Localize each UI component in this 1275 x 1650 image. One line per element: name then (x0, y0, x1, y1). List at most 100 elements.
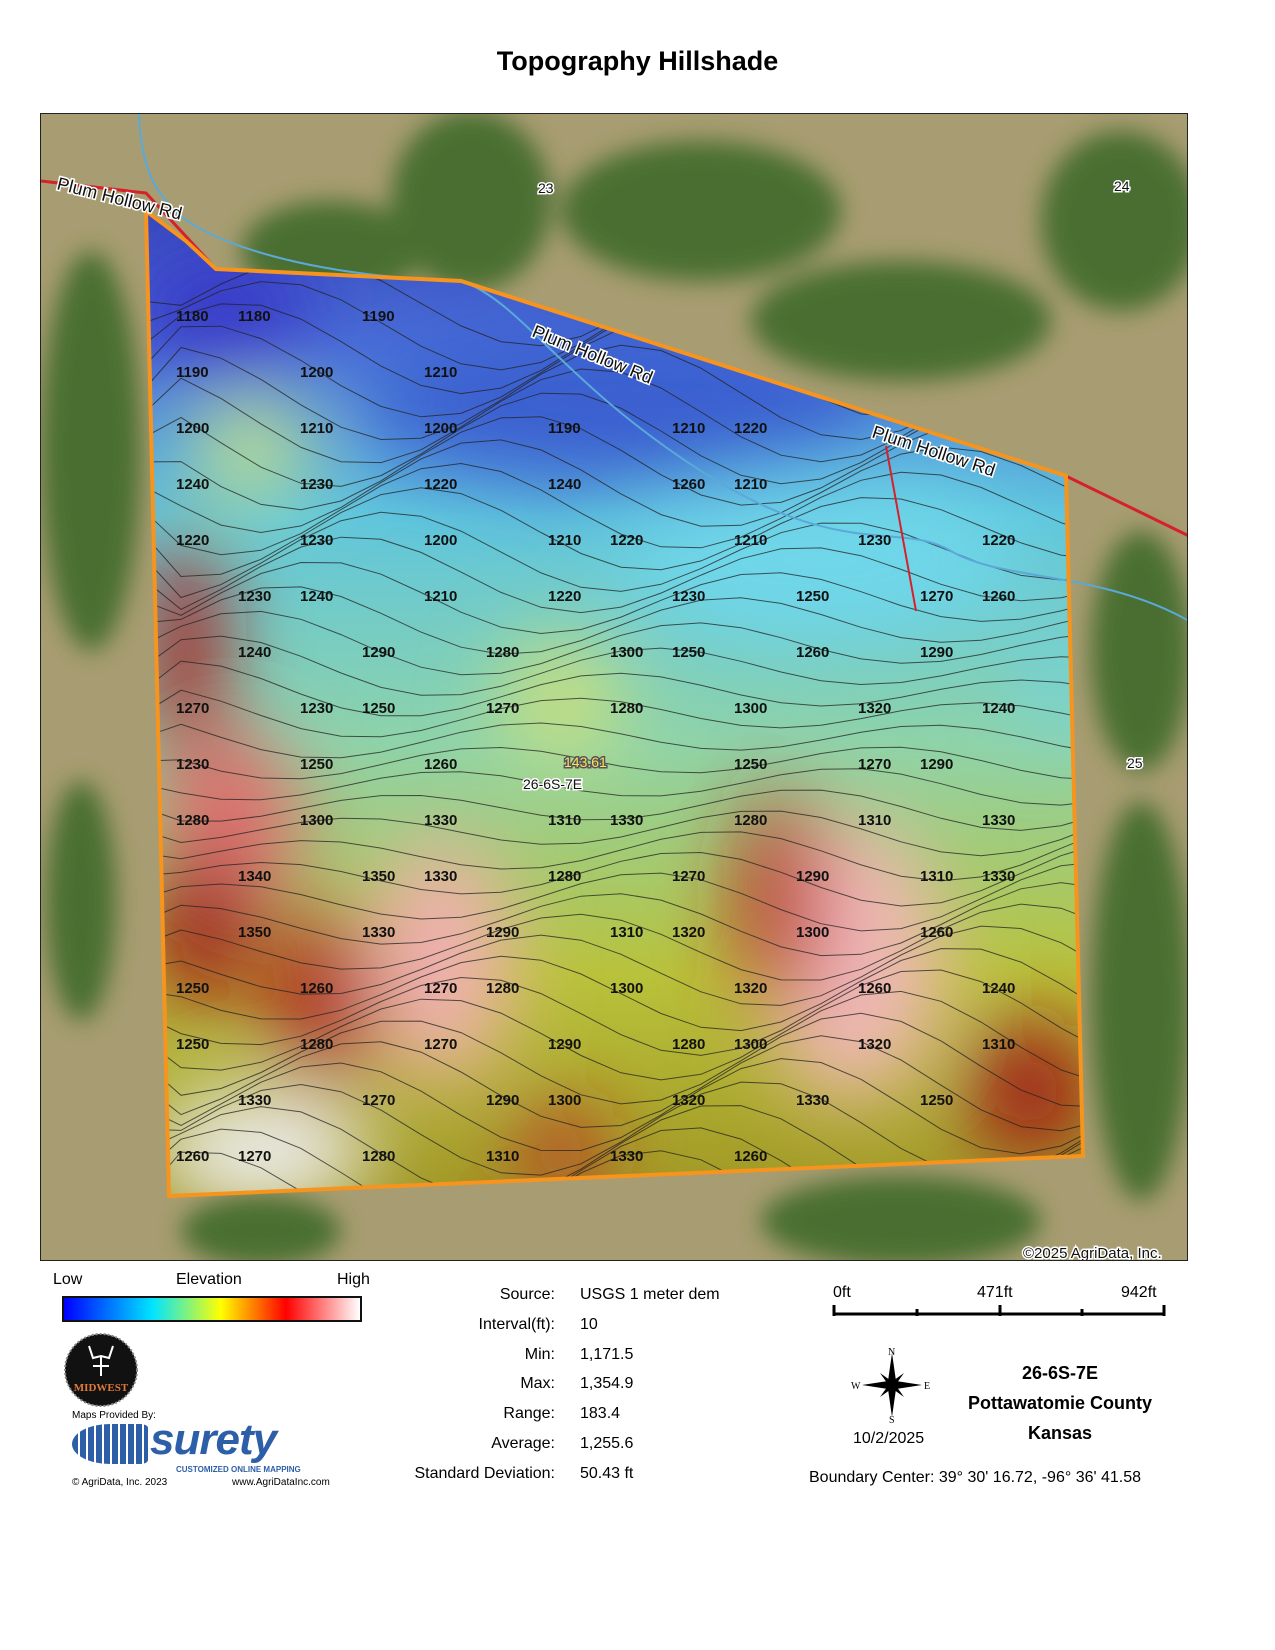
contour-line (146, 561, 1083, 635)
contour-label: 1230 (238, 588, 271, 605)
contour-line (146, 1127, 1083, 1196)
parcel-label: 26-6S-7E (523, 776, 582, 792)
contour-line (146, 768, 1083, 806)
contour-label: 1260 (176, 1148, 209, 1165)
contour-label: 1320 (734, 980, 767, 997)
provided-by: Maps Provided By: (72, 1410, 156, 1421)
contour-label: 1280 (548, 868, 581, 885)
stat-label: Interval(ft): (478, 1315, 555, 1333)
contour-label: 1240 (300, 588, 333, 605)
legend-title: Elevation (176, 1271, 242, 1288)
stat-label: Max: (520, 1375, 555, 1393)
section-number: 23 (538, 180, 554, 196)
contour-label: 1300 (734, 1036, 767, 1053)
contour-label: 1290 (486, 924, 519, 941)
contour-label: 1290 (486, 1092, 519, 1109)
seal-text: MIDWEST (74, 1382, 129, 1394)
contour-label: 1230 (300, 532, 333, 549)
contour-label: 1330 (982, 812, 1015, 829)
contour-label: 1310 (858, 812, 891, 829)
contour-lines (146, 254, 1083, 1196)
contour-label: 1310 (486, 1148, 519, 1165)
contour-label: 1320 (858, 1036, 891, 1053)
map-copyright: ©2025 AgriData, Inc. (1023, 1245, 1162, 1261)
contour-label: 1230 (672, 588, 705, 605)
contour-label: 1300 (734, 700, 767, 717)
contour-line (146, 831, 1083, 882)
contour-label: 1220 (610, 532, 643, 549)
contour-label: 1340 (238, 868, 271, 885)
contour-line (146, 635, 1083, 696)
compass-n: N (888, 1347, 895, 1358)
contour-label: 1270 (362, 1092, 395, 1109)
contour-label: 1330 (982, 868, 1015, 885)
contour-label: 1220 (548, 588, 581, 605)
globe-icon (72, 1424, 148, 1464)
contour-label: 1250 (672, 644, 705, 661)
contour-line (146, 439, 1083, 534)
contour-label: 1260 (300, 980, 333, 997)
contour-label: 1260 (982, 588, 1015, 605)
contour-line (146, 610, 1083, 676)
contour-label: 1200 (176, 420, 209, 437)
contour-label: 1270 (672, 868, 705, 885)
contour-label: 1320 (672, 1092, 705, 1109)
contour-line (146, 1012, 1083, 1108)
contour-label: 1250 (362, 700, 395, 717)
legend-low: Low (53, 1271, 83, 1288)
contour-line (146, 536, 1083, 614)
contour-label: 1210 (424, 588, 457, 605)
contour-label: 1270 (858, 756, 891, 773)
field-boundary[interactable] (143, 206, 1086, 1199)
acreage-label: 143.61 (564, 754, 607, 770)
contour-label-layer: 1180 1180 1190 1190 1200 1210 1200 1210 1200 1190… (176, 308, 1015, 1165)
branding-website[interactable]: www.AgriDataInc.com (232, 1477, 330, 1488)
contour-label: 1300 (300, 812, 333, 829)
contour-label: 1330 (238, 1092, 271, 1109)
contour-label: 1220 (982, 532, 1015, 549)
contour-label: 1310 (610, 924, 643, 941)
contour-line (146, 746, 1083, 781)
contour-label: 1330 (362, 924, 395, 941)
contour-line (146, 511, 1083, 599)
contour-label: 1250 (920, 1092, 953, 1109)
map-date: 10/2/2025 (853, 1430, 925, 1447)
contour-line (146, 660, 1083, 717)
contour-label: 1200 (424, 420, 457, 437)
legend-high: High (337, 1271, 370, 1288)
contour-line (146, 990, 1083, 1084)
contour-label: 1210 (548, 532, 581, 549)
stat-value: 1,354.9 (580, 1375, 634, 1393)
contour-label: 1260 (734, 1148, 767, 1165)
contour-label: 1210 (300, 420, 333, 437)
contour-label: 1300 (796, 924, 829, 941)
stat-label: Range: (503, 1405, 555, 1423)
contour-label: 1210 (734, 476, 767, 493)
contour-label: 1180 (176, 308, 209, 325)
contour-line (146, 462, 1083, 556)
contour-line (146, 722, 1083, 759)
contour-label: 1180 (238, 308, 271, 325)
contour-label: 1220 (176, 532, 209, 549)
stat-label: Source: (499, 1286, 555, 1303)
scale-label: 942ft (1121, 1284, 1157, 1301)
contour-label: 1310 (920, 868, 953, 885)
contour-label: 1230 (300, 476, 333, 493)
contour-label: 1250 (300, 756, 333, 773)
contour-label: 1290 (920, 756, 953, 773)
contour-label: 1290 (920, 644, 953, 661)
contour-label: 1330 (424, 868, 457, 885)
contour-label: 1190 (548, 420, 581, 437)
topography-map[interactable]: 1180 1180 1190 1190 1200 1210 1200 1210 1200 1190… (40, 113, 1188, 1261)
contour-label: 1290 (796, 868, 829, 885)
contour-label: 1270 (424, 980, 457, 997)
contour-line (146, 882, 1083, 957)
midwest-seal-logo: MIDWEST (64, 1333, 138, 1407)
location-parcel: 26-6S-7E (1021, 1363, 1099, 1383)
contour-label: 1280 (362, 1148, 395, 1165)
location-county: Pottawatomie County (967, 1393, 1152, 1413)
contour-label: 1290 (548, 1036, 581, 1053)
contour-label: 1270 (920, 588, 953, 605)
contour-label: 1330 (796, 1092, 829, 1109)
